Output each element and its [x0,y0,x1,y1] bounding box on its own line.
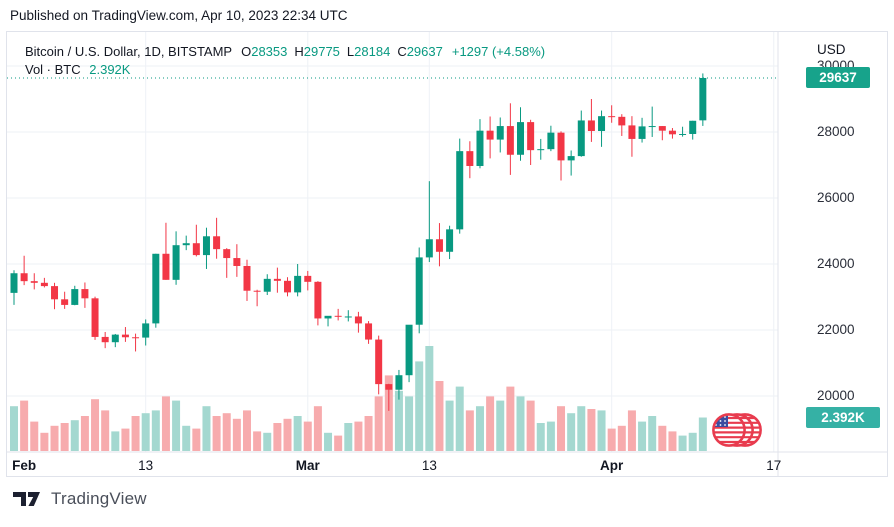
legend-row-symbol: Bitcoin / U.S. Dollar, 1D, BITSTAMP O2835… [25,43,545,61]
published-bar: Published on TradingView.com, Apr 10, 20… [0,0,894,31]
price-tick-label: 22000 [817,322,855,337]
symbol-title: Bitcoin / U.S. Dollar, 1D, BITSTAMP [25,44,233,59]
us-flag-globes-watermark [712,413,762,447]
ohlc-values: O28353 H29775 L28184 C29637 [241,44,450,59]
ohlc-pair: C29637 [397,44,443,59]
change-value: +1297 (+4.58%) [451,44,546,59]
time-tick-label: 13 [421,458,437,473]
published-text: Published on TradingView.com, Apr 10, 20… [10,8,348,23]
time-tick-label: Apr [600,458,624,473]
candlestick-chart [7,32,887,476]
currency-label: USD [817,42,846,57]
ohlc-pair: H29775 [294,44,340,59]
chart-card: Bitcoin / U.S. Dollar, 1D, BITSTAMP O2835… [6,31,888,477]
time-tick-label: Feb [12,458,37,473]
time-tick-label: 13 [138,458,154,473]
legend-row-volume: Vol · BTC 2.392K [25,61,545,79]
last-price-badge: 29637 [806,67,870,89]
chart-legend: Bitcoin / U.S. Dollar, 1D, BITSTAMP O2835… [25,43,545,79]
tradingview-footer[interactable]: TradingView [13,489,147,509]
brand-text: TradingView [51,489,147,508]
price-tick-label: 20000 [817,388,855,403]
last-volume-badge: 2.392K [806,406,880,428]
tradingview-logo-icon [13,492,40,506]
price-tick-label: 26000 [817,190,855,205]
price-tick-label: 28000 [817,124,855,139]
volume-label: Vol · BTC [25,62,81,77]
ohlc-pair: L28184 [346,44,391,59]
time-tick-label: 17 [766,458,782,473]
time-tick-label: Mar [295,458,320,473]
price-tick-label: 24000 [817,256,855,271]
ohlc-pair: O28353 [241,44,288,59]
volume-value: 2.392K [89,62,131,77]
